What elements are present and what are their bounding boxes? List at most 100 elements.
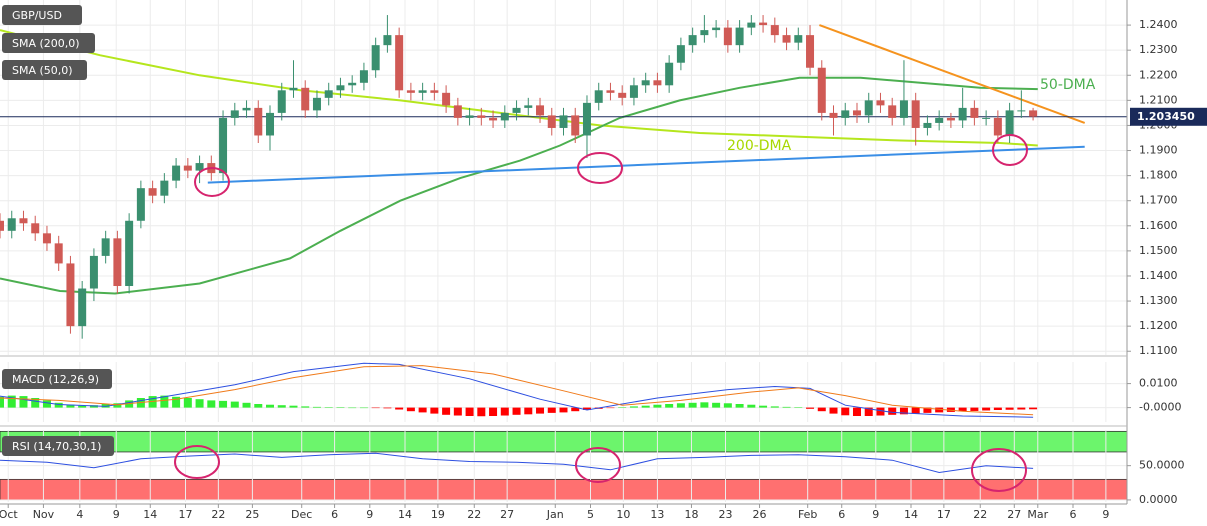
histogram-bar bbox=[359, 407, 368, 409]
histogram-bar bbox=[888, 407, 897, 415]
candle-body bbox=[665, 62, 674, 86]
candle-body bbox=[524, 105, 533, 108]
histogram-bar bbox=[923, 407, 932, 413]
candle-body bbox=[770, 25, 779, 36]
candle-body bbox=[852, 110, 861, 116]
histogram-bar bbox=[770, 406, 779, 408]
candle-body bbox=[641, 80, 650, 86]
candle-body bbox=[759, 22, 768, 26]
histogram-bar bbox=[653, 404, 662, 408]
candle-body bbox=[54, 243, 63, 264]
x-tick-label: 4 bbox=[76, 508, 83, 521]
x-tick-label: 6 bbox=[331, 508, 338, 521]
x-tick-label: 9 bbox=[1102, 508, 1109, 521]
candle-body bbox=[301, 87, 310, 111]
last-price-box bbox=[1130, 107, 1207, 126]
y-tick-label: 1.1400 bbox=[1139, 269, 1178, 282]
histogram-bar bbox=[19, 396, 28, 408]
candle-body bbox=[230, 110, 239, 118]
macd-line bbox=[0, 362, 1034, 418]
candle-body bbox=[970, 107, 979, 118]
y-tick-label: 1.1800 bbox=[1139, 169, 1178, 182]
histogram-bar bbox=[500, 407, 509, 416]
candle-body bbox=[254, 107, 263, 136]
candle-body bbox=[7, 218, 16, 231]
candle-body bbox=[148, 188, 157, 196]
histogram-bar bbox=[547, 407, 556, 413]
x-tick-label: 22 bbox=[211, 508, 225, 521]
x-tick-label: 13 bbox=[650, 508, 664, 521]
y-tick-label: 1.1600 bbox=[1139, 219, 1178, 232]
candle-body bbox=[324, 90, 333, 98]
candle-body bbox=[359, 70, 368, 83]
x-tick-label: 17 bbox=[178, 508, 192, 521]
candle-body bbox=[465, 115, 474, 118]
candle-body bbox=[712, 27, 721, 31]
candle-body bbox=[289, 87, 298, 91]
y-tick-label: 50.0000 bbox=[1139, 459, 1185, 472]
x-tick-label: 6 bbox=[1069, 508, 1076, 521]
y-tick-label: 1.1200 bbox=[1139, 319, 1178, 332]
histogram-bar bbox=[383, 407, 392, 409]
candle-body bbox=[348, 82, 357, 86]
y-tick-label: 1.2100 bbox=[1139, 93, 1178, 106]
histogram-bar bbox=[512, 407, 521, 415]
x-tick-label: 14 bbox=[143, 508, 157, 521]
candle-body bbox=[829, 112, 838, 118]
candle-body bbox=[841, 110, 850, 118]
histogram-bar bbox=[982, 407, 991, 411]
y-tick-label: 1.2400 bbox=[1139, 18, 1178, 31]
histogram-bar bbox=[66, 404, 75, 408]
histogram-bar bbox=[618, 407, 627, 408]
candle-body bbox=[383, 35, 392, 46]
histogram-bar bbox=[312, 406, 321, 408]
candle-body bbox=[512, 107, 521, 113]
candle-body bbox=[946, 117, 955, 121]
trend-line bbox=[819, 24, 1086, 124]
histogram-bar bbox=[970, 407, 979, 411]
candle-body bbox=[606, 90, 615, 93]
circle bbox=[577, 152, 623, 184]
histogram-bar bbox=[606, 407, 615, 409]
histogram-bar bbox=[747, 404, 756, 408]
x-tick-label: 14 bbox=[904, 508, 918, 521]
candle-body bbox=[336, 85, 345, 91]
y-tick-label: 1.2300 bbox=[1139, 43, 1178, 56]
legend-label: GBP/USD bbox=[12, 9, 62, 22]
legend-label: SMA (50,0) bbox=[12, 64, 73, 77]
x-tick-label: Mar bbox=[1027, 508, 1048, 521]
candle-body bbox=[653, 80, 662, 86]
histogram-bar bbox=[0, 396, 4, 408]
y-tick-label: 0.0000 bbox=[1139, 493, 1178, 506]
legend-label: RSI (14,70,30,1) bbox=[12, 440, 101, 453]
zone-band bbox=[0, 478, 1128, 501]
histogram-bar bbox=[829, 407, 838, 414]
legend-box bbox=[2, 436, 114, 456]
candle-body bbox=[688, 35, 697, 46]
x-tick-label: 9 bbox=[872, 508, 879, 521]
legend-label: SMA (200,0) bbox=[12, 37, 80, 50]
candle-body bbox=[113, 238, 122, 287]
circle bbox=[194, 167, 230, 197]
histogram-bar bbox=[665, 404, 674, 408]
x-tick-label: 14 bbox=[398, 508, 412, 521]
candle-body bbox=[571, 115, 580, 136]
candle-body bbox=[935, 117, 944, 123]
y-tick-label: 1.1300 bbox=[1139, 294, 1178, 307]
histogram-bar bbox=[817, 407, 826, 412]
histogram-bar bbox=[395, 407, 404, 410]
histogram-bar bbox=[207, 400, 216, 408]
legend-box bbox=[2, 33, 95, 53]
histogram-bar bbox=[101, 404, 110, 408]
candle-body bbox=[418, 90, 427, 93]
candle-body bbox=[160, 180, 169, 196]
candle-body bbox=[1005, 110, 1014, 136]
last-price-label: 1.203450 bbox=[1137, 110, 1195, 123]
histogram-bar bbox=[993, 407, 1002, 410]
zone-band bbox=[0, 430, 1128, 453]
candle-body bbox=[899, 100, 908, 118]
candle-body bbox=[747, 22, 756, 28]
y-tick-label: 1.1100 bbox=[1139, 344, 1178, 357]
histogram-bar bbox=[841, 407, 850, 416]
